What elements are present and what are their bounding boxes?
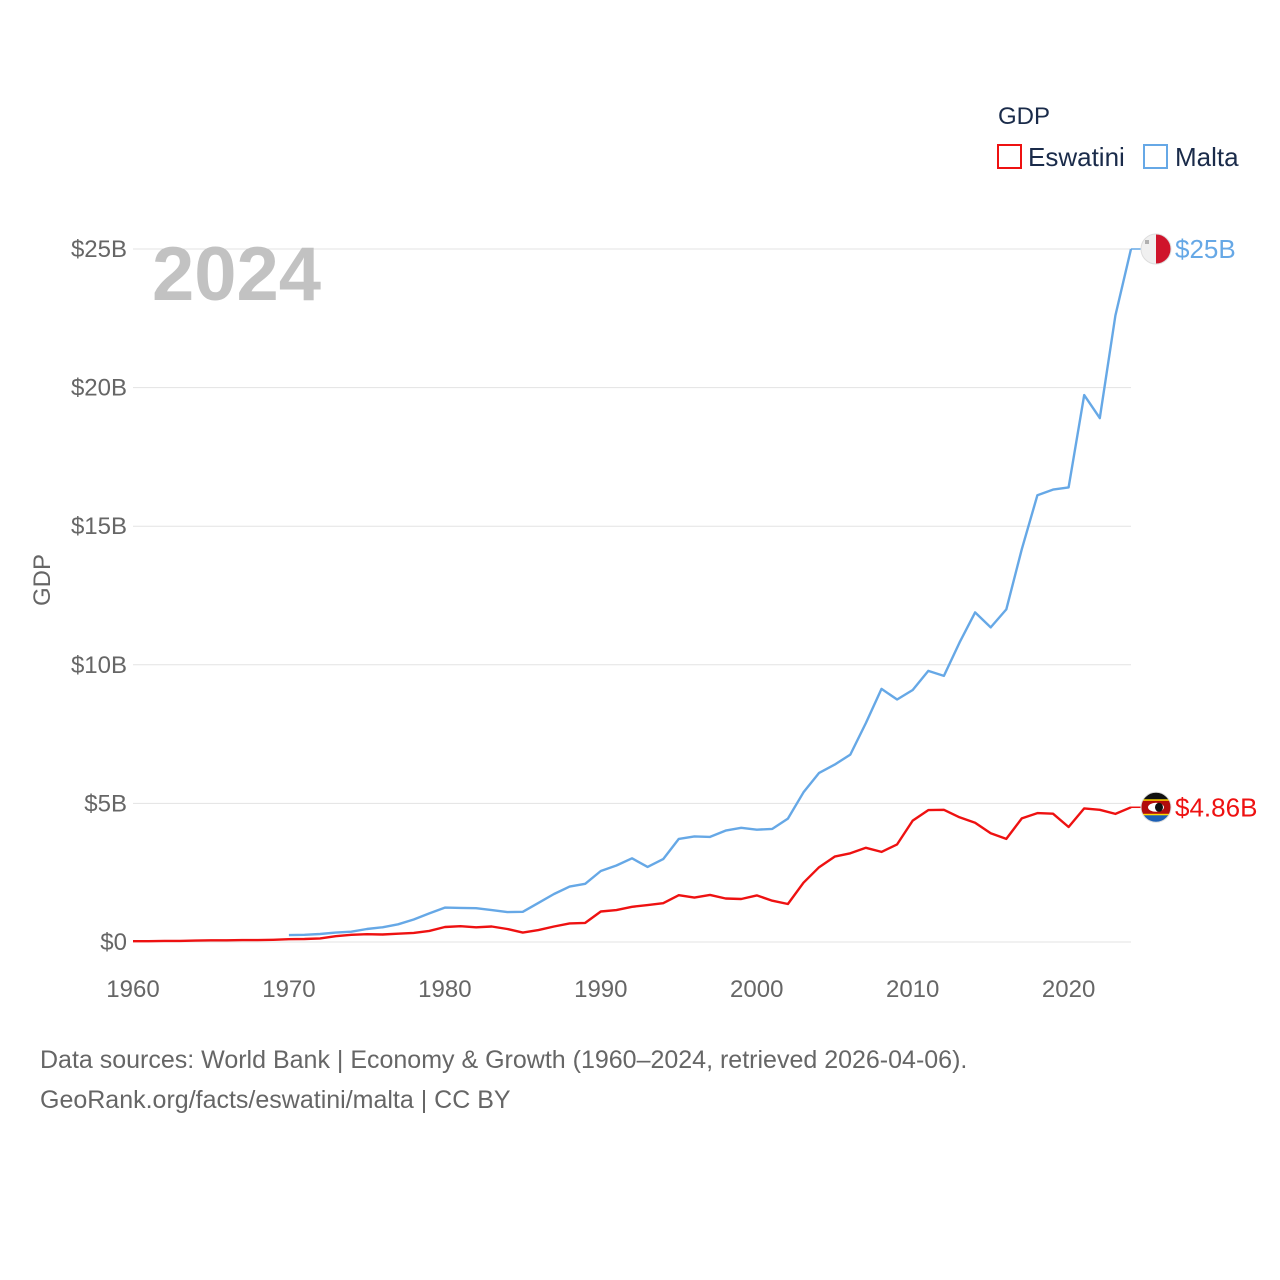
legend-swatch-malta <box>1143 144 1168 169</box>
x-tick-label: 1970 <box>262 976 315 1003</box>
y-tick-label: $20B <box>71 375 127 402</box>
gdp-line-chart: $0 $5B $10B $15B $20B $25B 1960 1970 1980 1990 20… <box>29 103 1257 1003</box>
series-line-malta[interactable] <box>288 248 1133 937</box>
y-tick-label: $15B <box>71 513 127 540</box>
x-tick-label: 2020 <box>1042 976 1095 1003</box>
x-axis-ticks: 1960 1970 1980 1990 2000 2010 2020 <box>106 976 1095 1003</box>
x-tick-label: 1990 <box>574 976 627 1003</box>
source-line-2[interactable]: GeoRank.org/facts/eswatini/malta | CC BY <box>40 1086 511 1114</box>
end-label-eswatini: $4.86B <box>1175 792 1257 822</box>
legend-item-eswatini[interactable]: Eswatini <box>997 142 1125 172</box>
legend-item-malta[interactable]: Malta <box>1143 142 1239 172</box>
series-end-markers: $4.86B $25B <box>1131 233 1257 823</box>
x-tick-label: 1980 <box>418 976 471 1003</box>
end-label-malta: $25B <box>1175 234 1236 264</box>
legend-label-eswatini: Eswatini <box>1028 142 1125 172</box>
legend-swatch-eswatini <box>997 144 1022 169</box>
y-tick-label: $5B <box>84 790 127 817</box>
malta-flag-icon <box>1140 233 1172 265</box>
y-tick-label: $10B <box>71 652 127 679</box>
data-source-note: Data sources: World Bank | Economy & Gro… <box>40 1040 967 1120</box>
grid-lines <box>133 248 1131 943</box>
series-lines <box>133 248 1133 943</box>
legend-label-malta: Malta <box>1175 142 1239 172</box>
series-line-eswatini[interactable] <box>133 806 1132 943</box>
y-axis-label: GDP <box>29 554 56 606</box>
y-tick-label: $0 <box>100 929 127 956</box>
y-tick-label: $25B <box>71 236 127 263</box>
legend: GDP Eswatini Malta <box>997 103 1239 172</box>
x-tick-label: 2000 <box>730 976 783 1003</box>
x-tick-label: 1960 <box>106 976 159 1003</box>
source-line-1: Data sources: World Bank | Economy & Gro… <box>40 1046 968 1074</box>
legend-title: GDP <box>998 103 1050 130</box>
y-axis-ticks: $0 $5B $10B $15B $20B $25B <box>71 236 127 956</box>
year-label: 2024 <box>152 232 321 317</box>
eswatini-flag-icon <box>1140 791 1172 823</box>
x-tick-label: 2010 <box>886 976 939 1003</box>
